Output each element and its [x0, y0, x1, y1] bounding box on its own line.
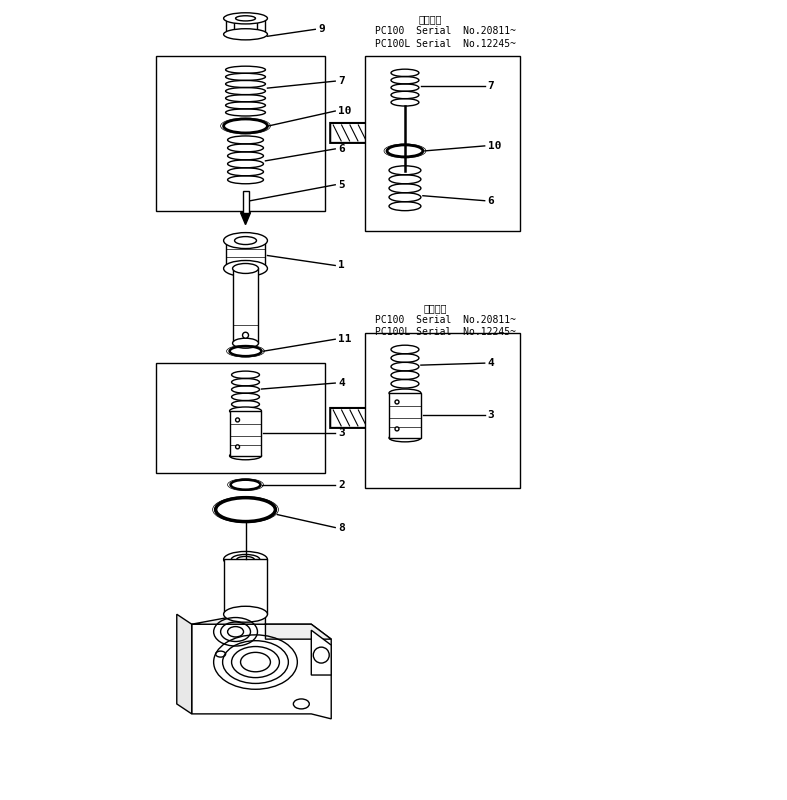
- Polygon shape: [331, 113, 390, 153]
- Polygon shape: [192, 624, 331, 719]
- Text: 2: 2: [338, 480, 345, 490]
- Bar: [242, 190, 249, 213]
- Polygon shape: [192, 614, 331, 639]
- Bar: [226, 241, 265, 269]
- Text: PC100L Serial  No.12245~: PC100L Serial No.12245~: [375, 39, 516, 50]
- Ellipse shape: [224, 29, 268, 40]
- Ellipse shape: [230, 407, 261, 415]
- Bar: [224, 559, 268, 614]
- Bar: [156, 56, 325, 210]
- Text: 適用底機: 適用底機: [418, 14, 442, 24]
- Bar: [365, 334, 519, 488]
- Text: 3: 3: [488, 410, 494, 420]
- Ellipse shape: [230, 452, 261, 460]
- Ellipse shape: [389, 434, 421, 442]
- Text: PC100  Serial  No.20811~: PC100 Serial No.20811~: [375, 315, 516, 326]
- Polygon shape: [312, 630, 331, 675]
- Ellipse shape: [395, 400, 399, 404]
- Text: 4: 4: [488, 358, 494, 368]
- Polygon shape: [331, 398, 390, 438]
- Ellipse shape: [224, 233, 268, 249]
- Text: 6: 6: [338, 144, 345, 154]
- Text: 5: 5: [338, 180, 345, 190]
- Text: 10: 10: [338, 106, 352, 116]
- Text: 3: 3: [338, 428, 345, 438]
- Bar: [389, 393, 421, 438]
- Ellipse shape: [242, 332, 249, 338]
- Polygon shape: [177, 614, 192, 714]
- Text: 1: 1: [338, 261, 345, 270]
- Ellipse shape: [389, 389, 421, 397]
- Text: 9: 9: [318, 24, 325, 34]
- Polygon shape: [241, 213, 250, 225]
- Ellipse shape: [224, 606, 268, 622]
- Text: 8: 8: [338, 522, 345, 533]
- Ellipse shape: [395, 427, 399, 431]
- Bar: [365, 56, 519, 230]
- Text: PC100  Serial  No.20811~: PC100 Serial No.20811~: [375, 26, 516, 36]
- Text: 7: 7: [338, 76, 345, 86]
- Text: 11: 11: [338, 334, 352, 344]
- Bar: [233, 269, 258, 343]
- Text: PC100L Serial  No.12245~: PC100L Serial No.12245~: [375, 327, 516, 338]
- Ellipse shape: [233, 263, 258, 274]
- Ellipse shape: [224, 261, 268, 277]
- Text: 7: 7: [488, 81, 494, 91]
- Ellipse shape: [233, 338, 258, 348]
- Text: 適用底機: 適用底機: [423, 303, 446, 314]
- Ellipse shape: [224, 13, 268, 24]
- Bar: [230, 411, 261, 456]
- Bar: [226, 18, 265, 34]
- Ellipse shape: [224, 551, 268, 567]
- Ellipse shape: [235, 418, 239, 422]
- Bar: [156, 363, 325, 473]
- Ellipse shape: [235, 445, 239, 449]
- Text: 10: 10: [488, 141, 501, 151]
- Text: 6: 6: [488, 196, 494, 206]
- Text: 4: 4: [338, 378, 345, 388]
